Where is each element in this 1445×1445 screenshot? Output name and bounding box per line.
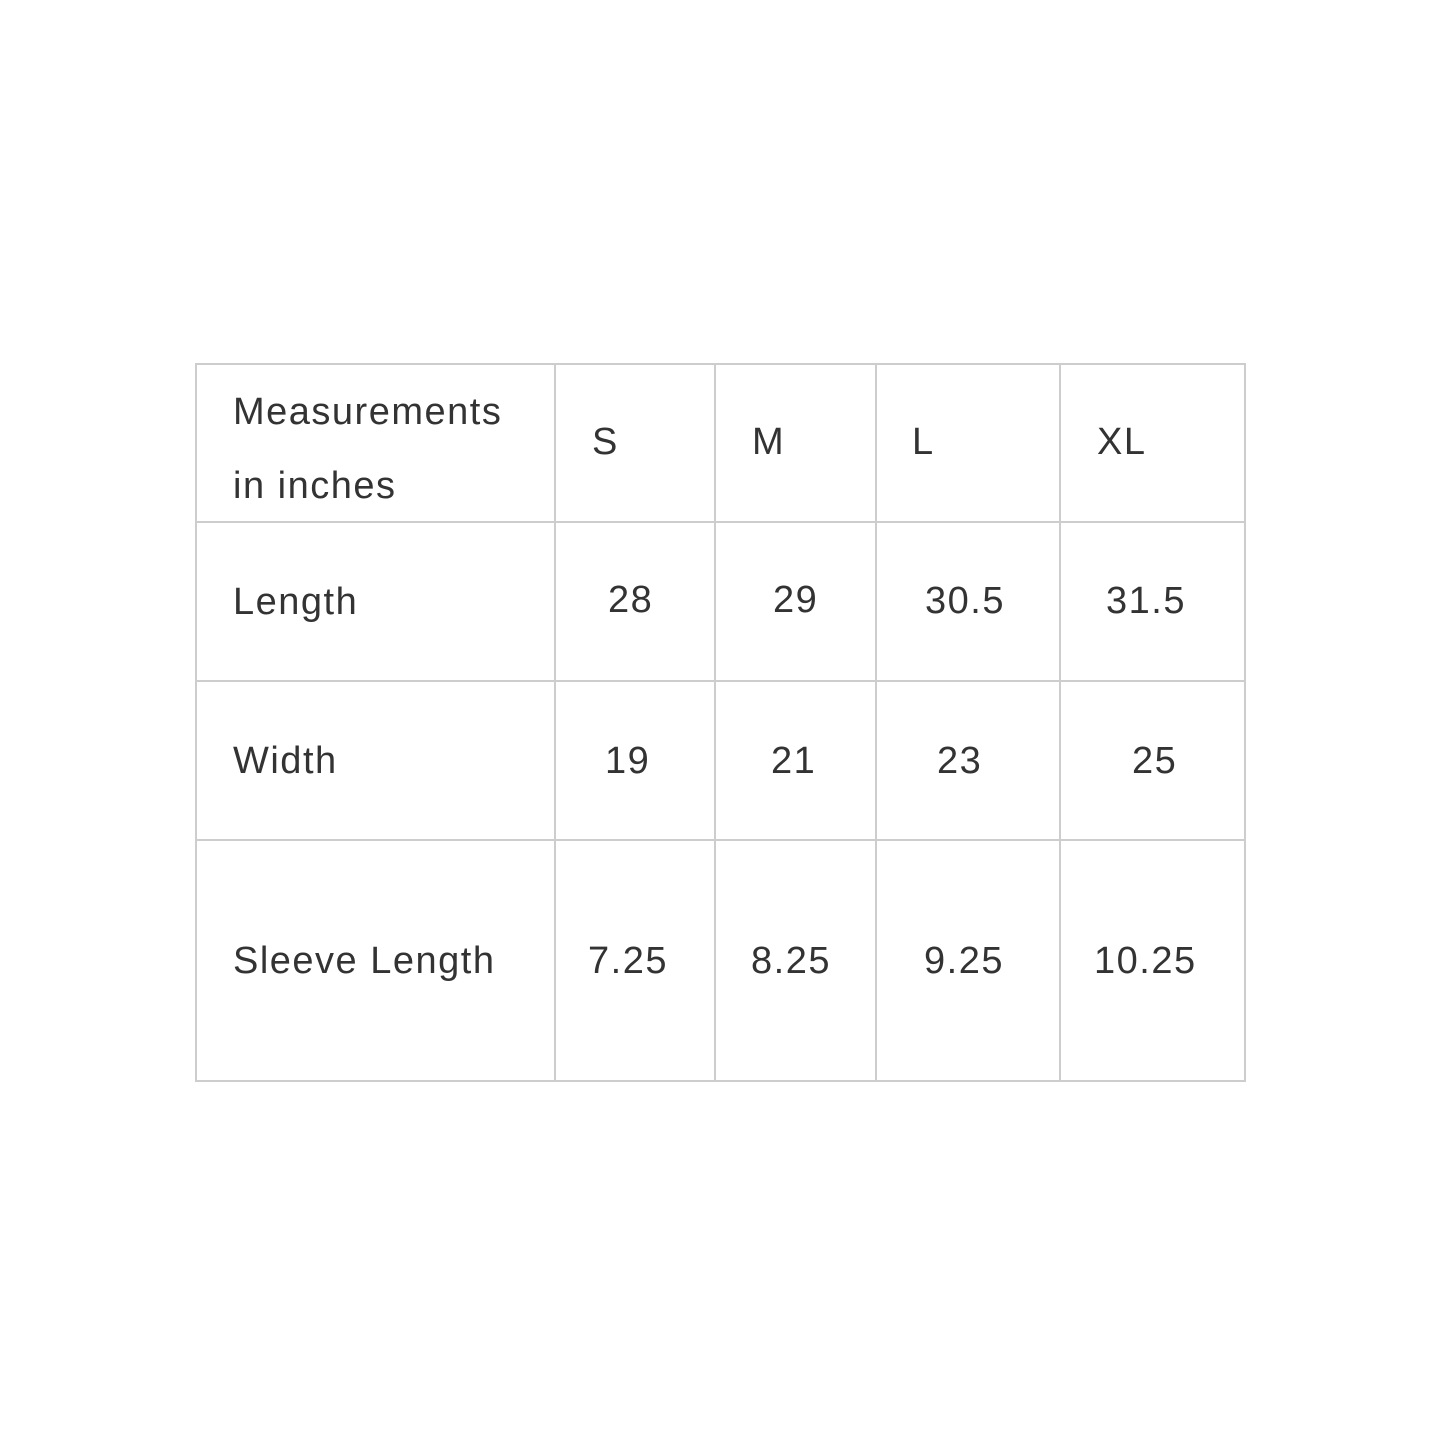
size-header-s: S (592, 421, 619, 463)
table-cell: 28 (608, 579, 654, 621)
size-header-m: M (752, 421, 786, 463)
row-label-sleeve-length: Sleeve Length (233, 940, 496, 982)
table-cell: 19 (605, 740, 651, 782)
row-divider (195, 680, 1246, 682)
header-label-units: in inches (233, 465, 397, 507)
table-cell: 23 (937, 740, 983, 782)
table-cell: 10.25 (1094, 940, 1197, 982)
table-cell: 25 (1132, 740, 1178, 782)
table-cell: 9.25 (924, 940, 1004, 982)
table-cell: 7.25 (588, 940, 668, 982)
row-divider (195, 839, 1246, 841)
size-header-xl: XL (1097, 421, 1147, 463)
column-divider (1059, 363, 1061, 1082)
row-label-width: Width (233, 740, 338, 782)
table-border (195, 363, 1246, 1082)
size-header-l: L (912, 421, 935, 463)
row-divider (195, 521, 1246, 523)
column-divider (875, 363, 877, 1082)
table-cell: 30.5 (925, 580, 1005, 622)
column-divider (554, 363, 556, 1082)
table-cell: 31.5 (1106, 580, 1186, 622)
table-cell: 21 (771, 740, 817, 782)
table-cell: 29 (773, 579, 819, 621)
table-cell: 8.25 (751, 940, 831, 982)
header-label: Measurements (233, 391, 503, 433)
column-divider (714, 363, 716, 1082)
row-label-length: Length (233, 581, 359, 623)
